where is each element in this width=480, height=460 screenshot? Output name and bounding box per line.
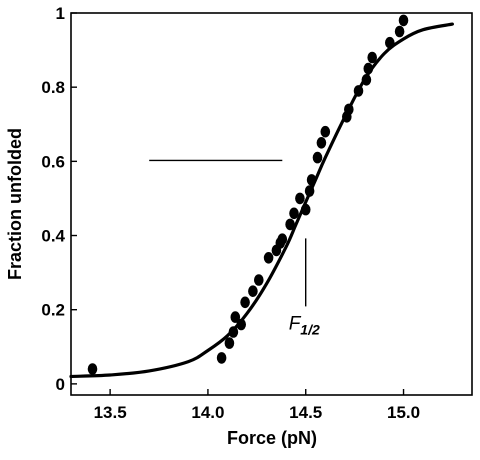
data-point: [289, 207, 299, 220]
data-point: [228, 326, 239, 338]
data-point: [216, 352, 227, 364]
data-points-layer: [87, 14, 409, 375]
y-tick-label: 0.8: [41, 78, 65, 97]
data-point: [230, 311, 241, 323]
data-point: [295, 192, 305, 205]
data-point: [87, 363, 98, 375]
data-point: [394, 25, 405, 38]
y-axis-ticks: 0 0.2 0.4 0.6 0.8 1: [41, 4, 77, 394]
f-half-label: F1/2: [289, 313, 320, 337]
f-half-label-main: F: [289, 313, 302, 334]
data-point: [236, 318, 246, 331]
data-point: [248, 285, 258, 298]
y-tick-label: 0.4: [41, 227, 65, 246]
data-point: [253, 274, 264, 286]
data-point: [312, 151, 323, 164]
x-tick-label: 15.0: [387, 403, 420, 422]
data-point: [304, 185, 315, 197]
data-point: [306, 174, 317, 186]
data-point: [300, 203, 311, 216]
data-point: [277, 233, 288, 245]
data-point: [224, 337, 235, 349]
plot-frame: [70, 12, 473, 396]
fit-curve: [69, 22, 454, 379]
data-point: [367, 51, 378, 64]
y-tick-label: 0.6: [41, 152, 65, 171]
data-point: [361, 74, 372, 86]
annotation-layer: F1/2: [149, 159, 320, 337]
y-tick-label: 1: [56, 4, 65, 23]
data-point: [320, 125, 331, 138]
data-point: [353, 85, 364, 97]
data-point: [285, 218, 295, 231]
data-point: [316, 137, 327, 149]
plot-area-border: [70, 12, 473, 396]
y-axis-title: Fraction unfolded: [5, 128, 25, 280]
x-axis-ticks: 13.5 14.0 14.5 15.0: [94, 389, 420, 422]
y-tick-label: 0: [56, 375, 65, 394]
x-tick-label: 13.5: [94, 403, 127, 422]
x-tick-label: 14.5: [289, 403, 322, 422]
data-point: [385, 36, 395, 49]
x-axis-title: Force (pN): [227, 428, 317, 448]
data-point: [363, 62, 374, 75]
fit-curve-layer: [69, 22, 454, 379]
data-point: [240, 296, 250, 309]
data-point: [344, 103, 354, 116]
y-tick-label: 0.2: [41, 301, 65, 320]
data-point: [398, 14, 409, 27]
f-half-label-subscript: 1/2: [300, 321, 320, 337]
x-tick-label: 14.0: [191, 403, 224, 422]
data-point: [263, 251, 274, 264]
